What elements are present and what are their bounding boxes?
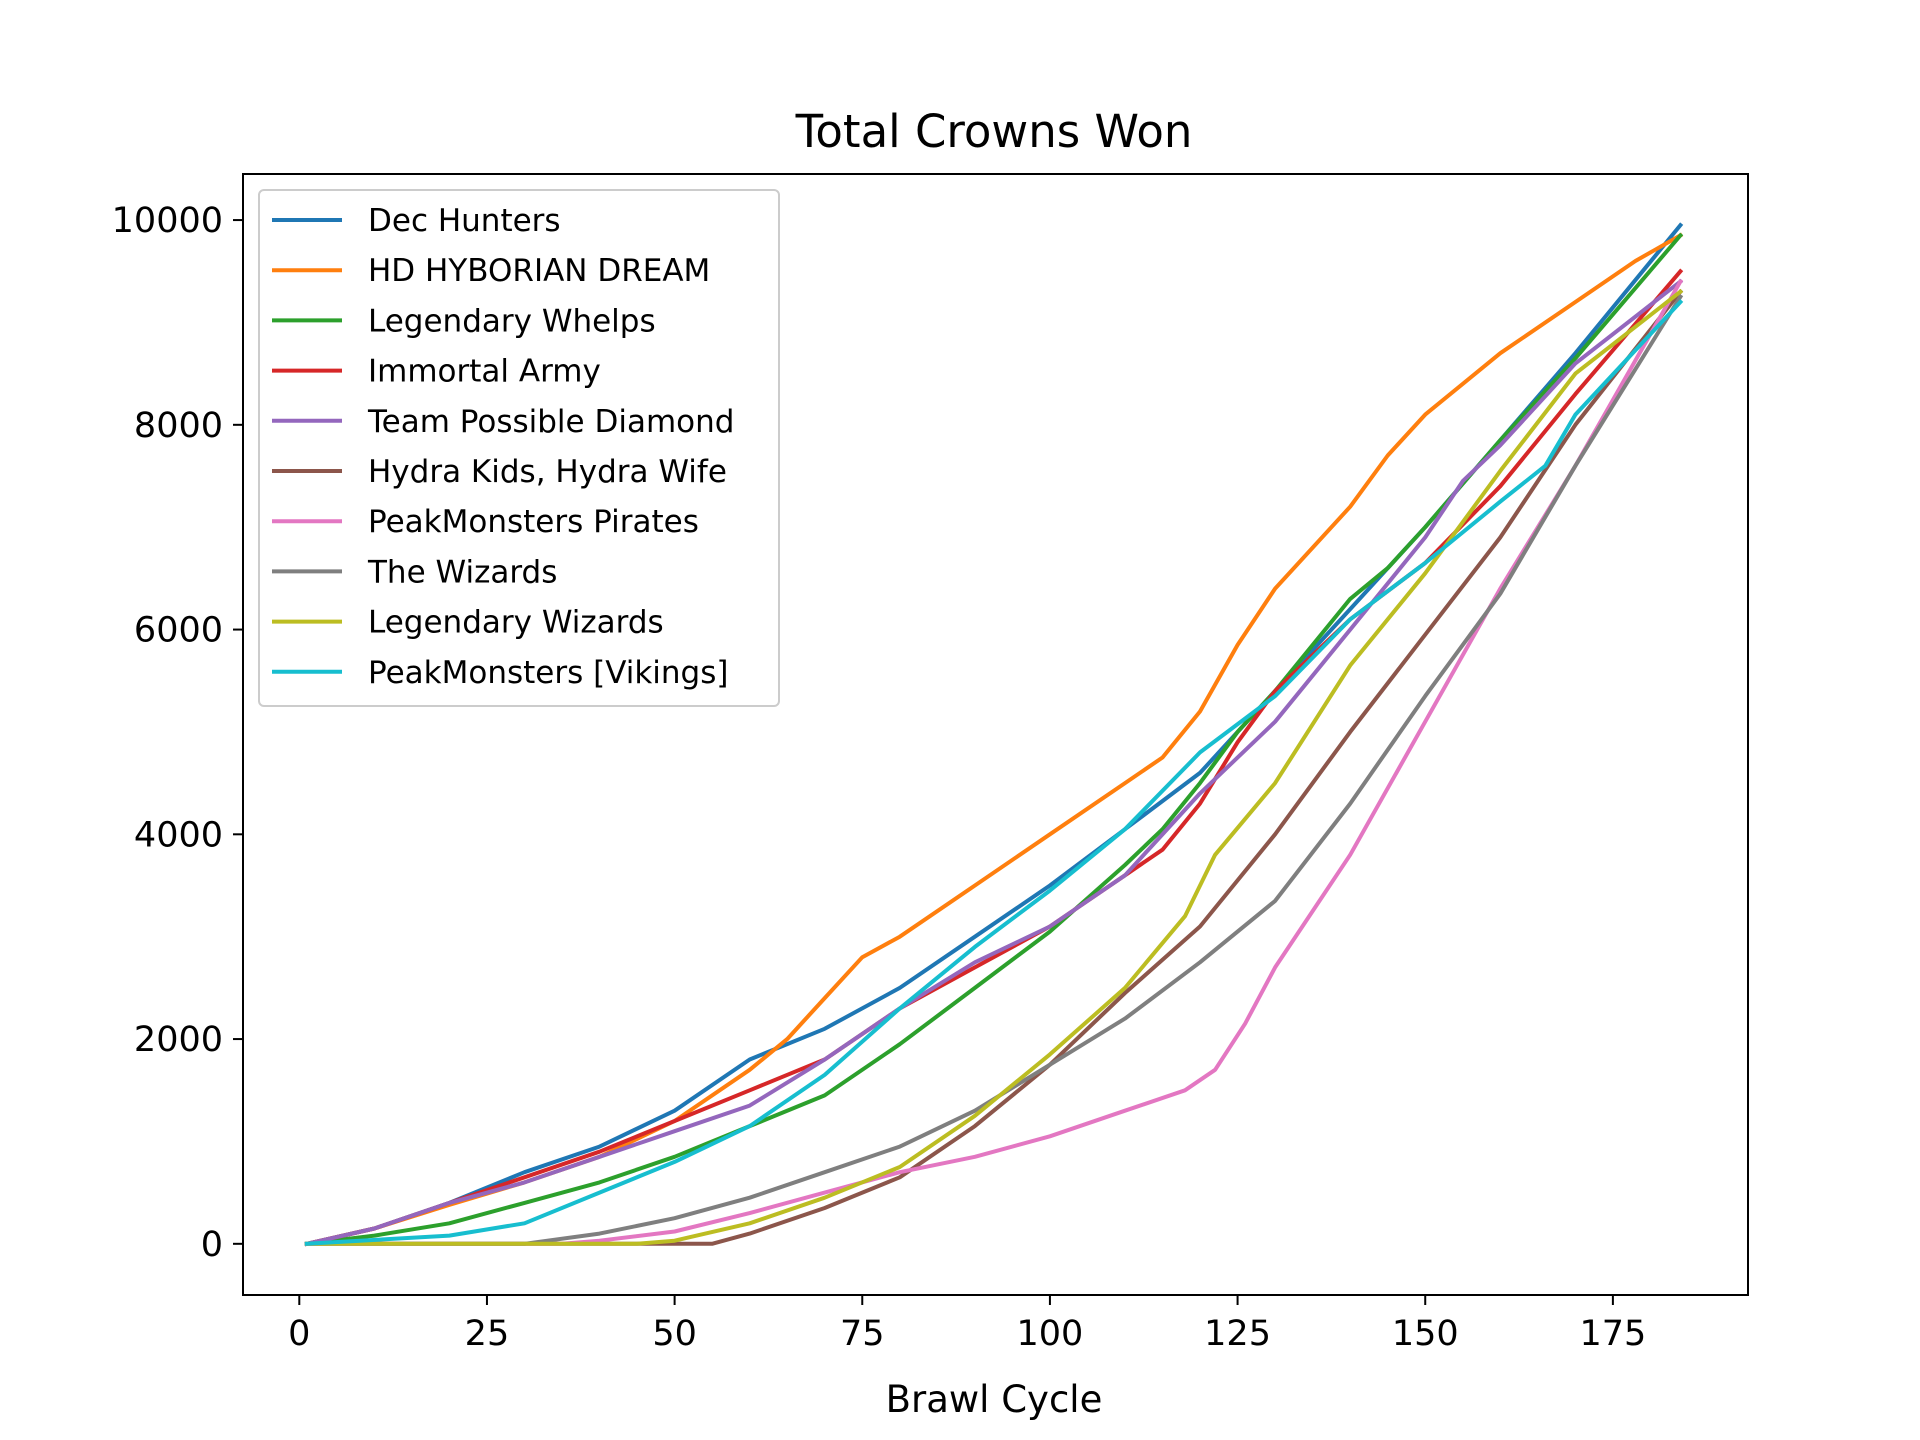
legend-label: PeakMonsters [Vikings] — [368, 655, 728, 691]
legend-label: Legendary Wizards — [368, 605, 664, 641]
legend-label: Hydra Kids, Hydra Wife — [368, 454, 727, 490]
y-tick-label: 10000 — [112, 201, 223, 241]
series-line-6 — [304, 288, 1684, 1246]
series-line-3 — [304, 232, 1684, 1247]
y-tick-label: 4000 — [134, 815, 223, 855]
x-tick-label: 75 — [840, 1314, 885, 1354]
series-line-10 — [304, 299, 1684, 1246]
x-tick-label: 100 — [1017, 1314, 1084, 1354]
legend-label: HD HYBORIAN DREAM — [368, 253, 710, 289]
legend-label: Legendary Whelps — [368, 303, 656, 339]
legend-label: Team Possible Diamond — [367, 404, 734, 440]
y-axis-ticks: 0 2000 4000 6000 8000 10000 — [112, 201, 243, 1265]
chart-title: Total Crowns Won — [795, 105, 1193, 158]
x-tick-label: 0 — [288, 1314, 310, 1354]
plot-frame — [242, 173, 1749, 1296]
legend-box — [258, 189, 780, 707]
series-line-9 — [304, 288, 1684, 1246]
plot-lines — [304, 222, 1684, 1247]
x-tick-label: 50 — [652, 1314, 697, 1354]
legend-label: The Wizards — [367, 554, 557, 590]
y-tick-label: 2000 — [134, 1020, 223, 1060]
legend-label: Immortal Army — [368, 354, 601, 390]
series-line-8 — [304, 294, 1684, 1246]
legend-label: Dec Hunters — [368, 203, 561, 239]
x-tick-label: 25 — [465, 1314, 510, 1354]
x-tick-label: 125 — [1204, 1314, 1271, 1354]
x-tick-label: 150 — [1392, 1314, 1459, 1354]
x-axis-label: Brawl Cycle — [886, 1378, 1103, 1421]
y-tick-label: 6000 — [134, 611, 223, 651]
series-line-7 — [304, 278, 1684, 1246]
y-tick-label: 0 — [201, 1225, 223, 1265]
x-axis-ticks: 0 25 50 75 100 125 150 175 — [288, 1295, 1646, 1354]
series-line-5 — [304, 278, 1684, 1247]
legend-label: PeakMonsters Pirates — [368, 504, 699, 540]
legend: Dec Hunters HD HYBORIAN DREAM Legendary Wh… — [258, 189, 780, 707]
x-tick-label: 175 — [1579, 1314, 1646, 1354]
y-tick-label: 8000 — [134, 406, 223, 446]
